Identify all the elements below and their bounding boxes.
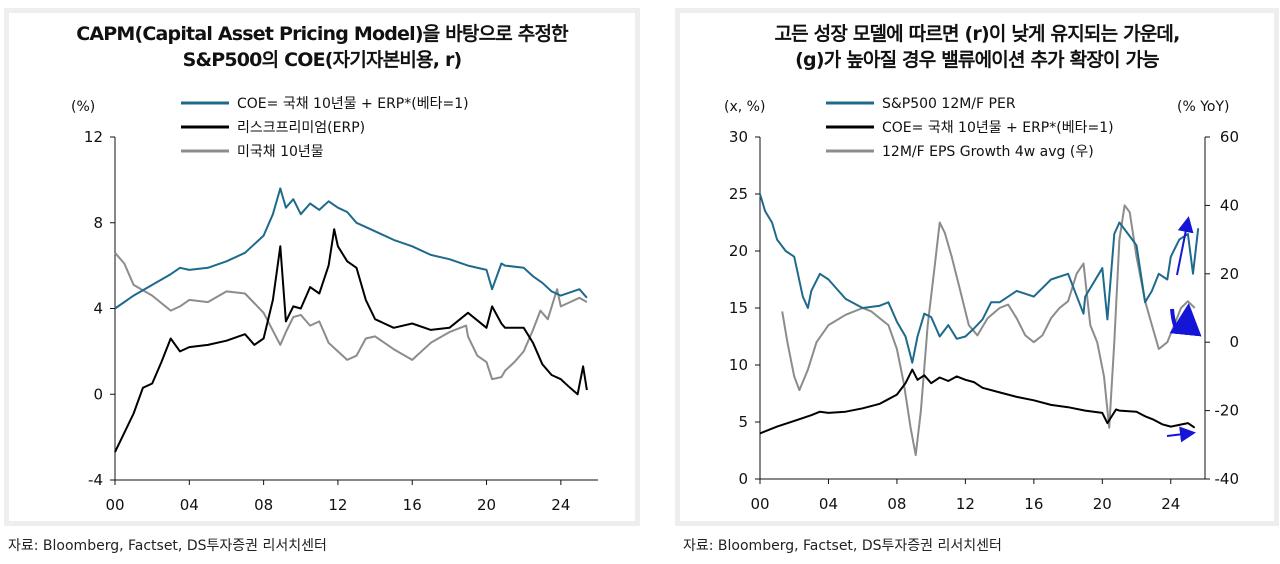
y2-tick-label: 20	[1220, 265, 1239, 283]
legend-label: 12M/F EPS Growth 4w avg (우)	[882, 144, 1094, 160]
series-line-3	[114, 252, 588, 381]
left-chart-title-line2: S&P500의 COE(자기자본비용, r)	[182, 49, 463, 71]
y-tick-label: 4	[93, 300, 103, 318]
y-tick-label: -4	[88, 471, 103, 489]
y2-tick-label: 40	[1220, 196, 1239, 214]
x-tick-label: 12	[328, 496, 347, 514]
right-source-note: 자료: Bloomberg, Factset, DS투자증권 리서치센터	[683, 538, 1002, 554]
x-tick-label: 04	[180, 496, 199, 514]
y-axis-unit: (%)	[71, 99, 95, 115]
right-chart-title-line1: 고든 성장 모델에 따르면 (r)이 낮게 유지되는 가운데,	[774, 23, 1180, 45]
legend-label: S&P500 12M/F PER	[882, 96, 1016, 112]
annotation-arrow-up	[1176, 216, 1194, 276]
x-tick-label: 16	[403, 496, 422, 514]
annotation-u-turn	[1169, 303, 1202, 337]
series-line-1	[759, 193, 1200, 364]
x-tick-label: 20	[477, 496, 496, 514]
x-tick-label: 12	[956, 495, 975, 513]
x-tick-label: 24	[551, 496, 570, 514]
y2-tick-label: -40	[1215, 470, 1240, 488]
right-chart-plot: 0 5 10 15 20 25 30 -40 -20 0 20 40 60 00 04 08 12 16 20 24 (…	[724, 96, 1240, 513]
y2-tick-label: -20	[1215, 402, 1240, 420]
y-tick-label: 10	[729, 356, 748, 374]
x-tick-label: 20	[1093, 495, 1112, 513]
y-tick-label: 15	[729, 299, 748, 317]
y-tick-label: 20	[729, 242, 748, 260]
left-chart-title-line1: CAPM(Capital Asset Pricing Model)을 바탕으로 …	[76, 23, 568, 45]
series-line-3	[781, 204, 1196, 457]
right-chart-title-line2: (g)가 높아질 경우 밸류에이션 추가 확장이 가능	[795, 49, 1160, 71]
x-tick-label: 08	[887, 495, 906, 513]
legend-label: 미국채 10년물	[237, 144, 324, 160]
x-tick-label: 04	[819, 495, 838, 513]
y2-tick-label: 0	[1229, 333, 1239, 351]
x-tick-label: 08	[254, 496, 273, 514]
y2-axis-unit: (% YoY)	[1177, 99, 1230, 115]
series-line-2	[114, 228, 588, 453]
y-tick-label: 12	[84, 128, 103, 146]
y2-tick-label: 60	[1220, 128, 1239, 146]
x-tick-label: 24	[1161, 495, 1180, 513]
y-tick-label: 5	[738, 413, 748, 431]
y-tick-label: 30	[729, 128, 748, 146]
left-chart-panel: CAPM(Capital Asset Pricing Model)을 바탕으로 …	[4, 8, 640, 526]
left-source-note: 자료: Bloomberg, Factset, DS투자증권 리서치센터	[8, 538, 327, 554]
legend-label: COE= 국채 10년물 + ERP*(베타=1)	[237, 96, 469, 112]
y-axis-unit: (x, %)	[724, 99, 765, 115]
x-tick-label: 00	[105, 496, 124, 514]
y-tick-label: 8	[93, 214, 103, 232]
annotation-arrow-right	[1166, 426, 1196, 443]
legend-label: COE= 국채 10년물 + ERP*(베타=1)	[882, 120, 1114, 136]
series-line-1	[114, 187, 588, 310]
legend-label: 리스크프리미엄(ERP)	[237, 120, 365, 136]
y-tick-label: 0	[738, 470, 748, 488]
right-chart-panel: 고든 성장 모델에 따르면 (r)이 낮게 유지되는 가운데, (g)가 높아질…	[675, 8, 1279, 526]
series-line-2	[759, 368, 1196, 435]
x-tick-label: 16	[1024, 495, 1043, 513]
y-tick-label: 0	[93, 385, 103, 403]
x-tick-label: 00	[750, 495, 769, 513]
y-tick-label: 25	[729, 185, 748, 203]
